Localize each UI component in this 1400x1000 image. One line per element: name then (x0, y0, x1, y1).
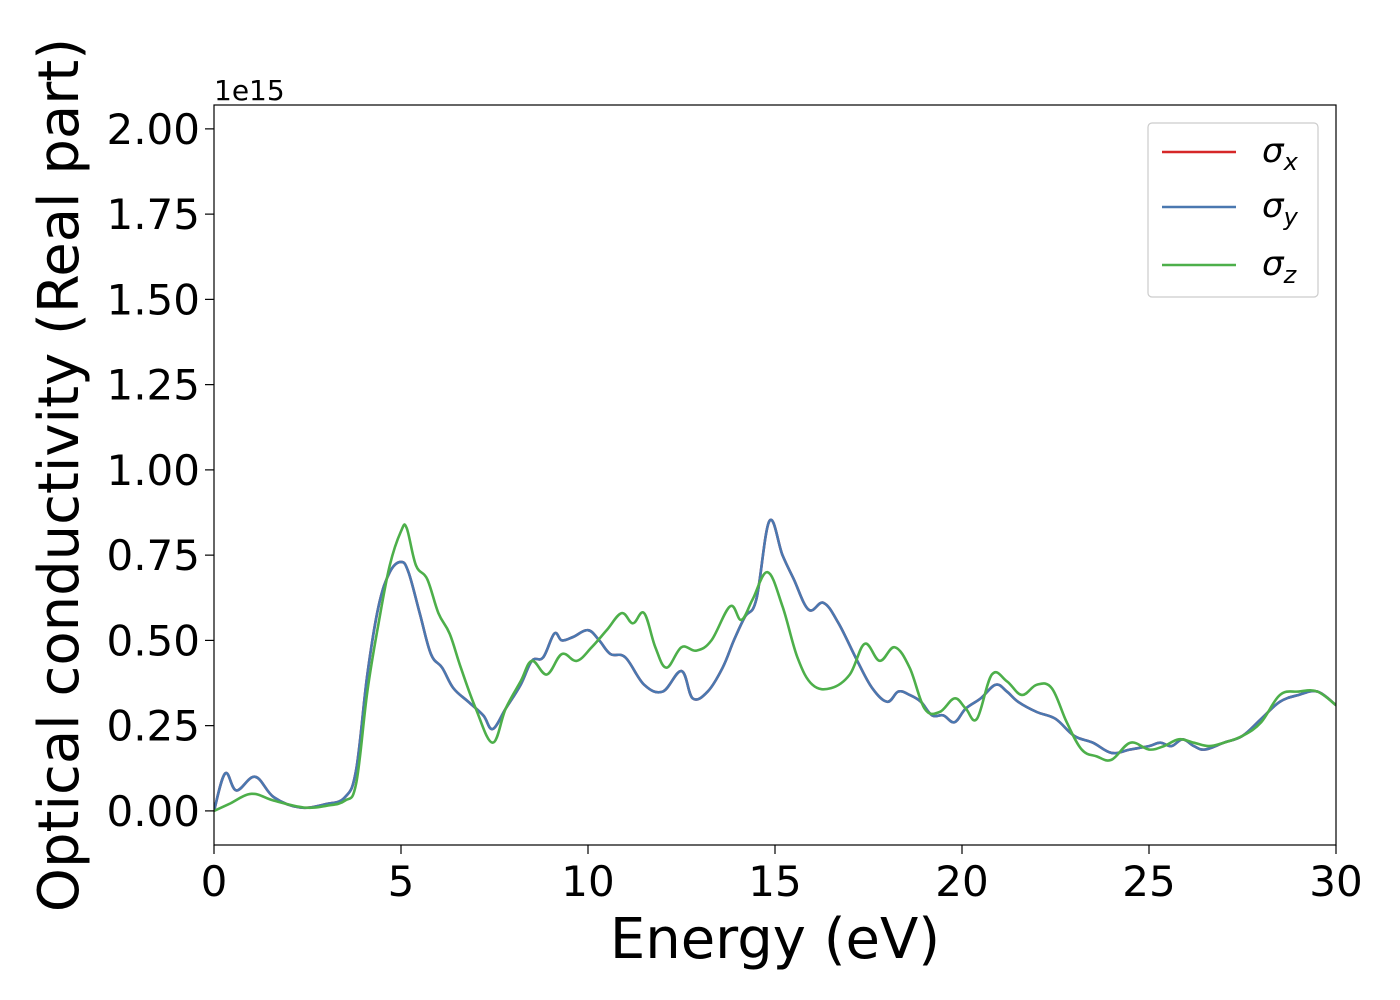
x-axis-label: Energy (eV) (610, 907, 940, 972)
y-tick-label: 1.25 (106, 361, 200, 410)
x-tick-label: 0 (201, 857, 228, 906)
y-tick-label: 2.00 (106, 105, 200, 154)
y-tick-label: 0.75 (106, 531, 200, 580)
legend-label-z: σz (1262, 244, 1298, 289)
x-tick-label: 15 (748, 857, 801, 906)
legend: σx σy σz (1147, 122, 1319, 298)
series-line-y (214, 518, 1336, 812)
y-tick-label: 0.50 (106, 616, 200, 665)
y-tick-label: 0.25 (106, 702, 200, 751)
x-tick-label: 30 (1309, 857, 1362, 906)
x-tick-label: 20 (935, 857, 988, 906)
x-tick-label: 10 (561, 857, 614, 906)
y-tick-label: 1.75 (106, 190, 200, 239)
x-tick-label: 5 (388, 857, 415, 906)
y-axis-label: Optical conductivity (Real part) (27, 38, 92, 912)
y-axis: 0.00 0.25 0.50 0.75 1.00 1.25 1.50 1.75 2.00 (106, 105, 214, 836)
series-layer (214, 518, 1336, 813)
series-line-z (214, 523, 1336, 813)
y-tick-label: 1.50 (106, 275, 200, 324)
y-offset-label: 1e15 (214, 74, 285, 107)
x-axis: 0 5 10 15 20 25 30 (201, 845, 1363, 906)
legend-label-x: σx (1262, 131, 1299, 176)
y-tick-label: 0.00 (106, 787, 200, 836)
legend-frame (1147, 122, 1319, 298)
legend-label-y: σy (1262, 186, 1299, 231)
x-tick-label: 25 (1122, 857, 1175, 906)
y-tick-label: 1.00 (106, 446, 200, 495)
